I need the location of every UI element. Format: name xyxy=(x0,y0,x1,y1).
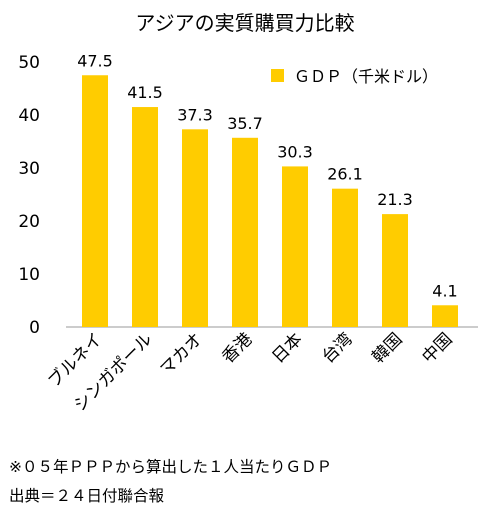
y-tick-label: 40 xyxy=(18,106,40,126)
y-tick-label: 50 xyxy=(18,53,40,73)
category-label: 台湾 xyxy=(318,329,356,367)
category-label: 韓国 xyxy=(368,329,406,367)
footnote: ※０５年ＰＰＰから算出した１人当たりＧＤＰ xyxy=(9,458,332,476)
value-label: 30.3 xyxy=(277,142,313,161)
legend-swatch xyxy=(271,69,284,82)
value-label: 21.3 xyxy=(377,190,413,209)
value-labels: 47.5 41.5 37.3 35.7 30.3 26.1 21.3 4.1 xyxy=(77,51,458,300)
legend-label: ＧＤＰ（千米ドル） xyxy=(294,67,438,86)
bar xyxy=(82,75,108,327)
y-tick-label: 0 xyxy=(29,318,40,338)
category-label: 中国 xyxy=(418,329,456,367)
source-note: 出典＝２４日付聯合報 xyxy=(9,487,165,505)
bar xyxy=(232,137,258,327)
value-label: 41.5 xyxy=(127,83,163,102)
bar xyxy=(132,107,158,327)
value-label: 47.5 xyxy=(77,51,113,70)
y-tick-label: 20 xyxy=(18,212,40,232)
value-label: 37.3 xyxy=(177,105,213,124)
bar xyxy=(282,166,308,327)
value-label: 4.1 xyxy=(432,281,457,300)
bar xyxy=(332,188,358,327)
value-label: 35.7 xyxy=(227,114,263,133)
category-label: 香港 xyxy=(218,329,256,367)
category-label: マカオ xyxy=(156,329,206,379)
category-label: 日本 xyxy=(268,329,306,367)
y-tick-label: 10 xyxy=(18,265,40,285)
bar xyxy=(382,214,408,327)
bars-group xyxy=(82,75,458,327)
bar-chart: アジアの実質購買力比較 0 10 20 30 40 50 47.5 41.5 37.3 35.7… xyxy=(18,11,478,416)
value-label: 26.1 xyxy=(327,165,363,184)
chart-title: アジアの実質購買力比較 xyxy=(135,11,354,35)
bar xyxy=(432,305,458,327)
bar xyxy=(182,129,208,327)
y-axis: 0 10 20 30 40 50 xyxy=(18,53,40,338)
legend: ＧＤＰ（千米ドル） xyxy=(271,67,438,86)
y-tick-label: 30 xyxy=(18,159,40,179)
